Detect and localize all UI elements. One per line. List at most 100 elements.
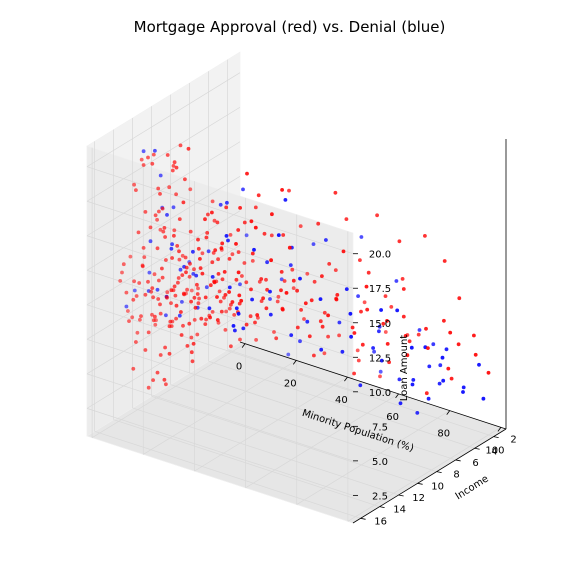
chart-title: Mortgage Approval (red) vs. Denial (blue… [134,18,446,36]
approved-point [180,253,185,258]
denied-point [394,279,399,283]
approved-point [276,294,281,299]
approved-point [141,246,146,250]
approved-point [170,256,175,260]
data-points [118,143,491,415]
approved-point [217,289,222,294]
approved-point [208,315,213,320]
approved-point [155,246,160,251]
approved-point [164,382,168,387]
approved-point [385,319,389,323]
approved-point [136,230,141,235]
denied-point [305,319,310,324]
approved-point [193,305,198,310]
approved-point [333,190,338,195]
approved-point [172,160,177,165]
approved-point [248,314,253,319]
denied-point [372,349,376,354]
approved-point [205,231,210,235]
approved-point [302,317,306,321]
denied-point [318,297,323,301]
approved-point [162,377,167,382]
tick-labels: 0 20 40 60 80 100 2 4 6 8 10 12 14 16 2.5 5.0 7.5 10.0 12.… [236,250,517,528]
denied-point [324,238,328,242]
approved-point [188,229,193,234]
denied-point [206,249,211,254]
z-gridline [86,304,354,393]
approved-point [135,330,140,335]
approved-point [179,310,183,314]
approved-point [160,266,164,271]
y-tick-mark [379,506,385,509]
approved-point [163,235,168,239]
denied-point [268,297,272,301]
approved-point [378,374,382,379]
approved-point [244,322,249,327]
y-tick-label: 8 [453,470,459,481]
approved-point [184,270,188,275]
approved-point [146,279,150,284]
approved-point [210,260,215,265]
approved-point [389,305,394,309]
denied-point [177,313,182,318]
approved-point [158,302,162,307]
approved-point [253,205,258,210]
approved-point [196,286,200,291]
denied-point [218,202,223,207]
approved-point [322,351,327,356]
approved-point [237,293,242,298]
denied-point [349,334,353,339]
denied-point [356,294,360,298]
denied-point [477,362,481,367]
z-gridline [86,235,354,324]
approved-point [366,270,371,275]
approved-point [176,280,180,285]
x-axis-line [239,341,507,430]
approved-point [161,229,166,234]
approved-point [337,333,341,338]
approved-point [143,292,148,297]
approved-point [224,205,229,210]
approved-point [203,295,208,300]
approved-point [167,324,172,329]
x-tick-mark [497,427,502,432]
denied-point [124,304,129,309]
approved-point [128,254,133,259]
approved-point [157,209,161,214]
z-gridline [86,175,241,271]
approved-point [227,306,232,311]
y-tick-label: 6 [472,458,478,469]
z-gridline [86,339,354,427]
approved-point [327,262,332,266]
z-gridline [86,269,354,358]
denied-point [225,200,229,205]
approved-point [141,163,146,167]
denied-point [461,385,466,390]
approved-point [189,288,194,293]
approved-point [383,294,388,298]
z-gridline [86,166,354,255]
denied-point [397,377,402,382]
approved-point [333,268,338,272]
approved-point [127,319,131,323]
y-tick-label: 16 [374,516,387,527]
z-tick-label: 20.0 [369,250,391,261]
z-axis-label: Loan Amount [399,335,410,402]
denied-point [437,381,442,386]
approved-point [230,300,235,304]
approved-point [140,264,145,269]
denied-point [147,270,152,275]
approved-point [298,224,303,229]
approved-point [299,308,303,312]
approved-point [156,297,161,301]
approved-point [242,220,247,225]
approved-point [280,188,284,192]
approved-point [177,217,182,222]
approved-point [137,281,142,285]
approved-point [165,153,170,157]
approved-point [218,299,223,304]
x-tick-label: 60 [386,412,399,423]
approved-point [219,309,224,314]
approved-point [269,233,274,238]
denied-point [359,235,364,239]
